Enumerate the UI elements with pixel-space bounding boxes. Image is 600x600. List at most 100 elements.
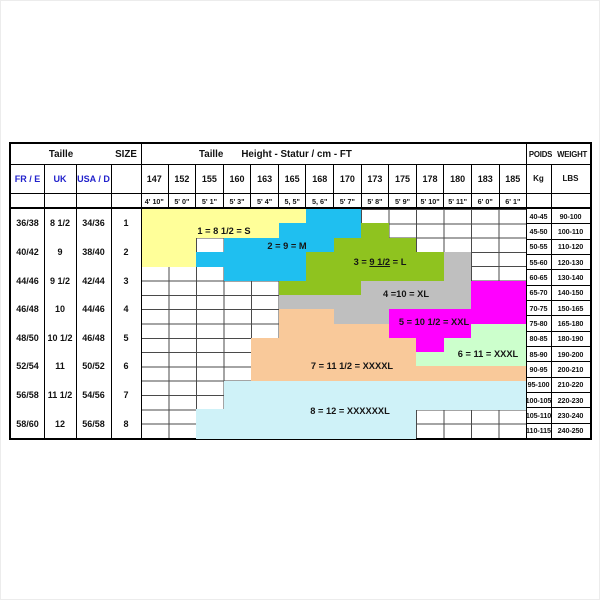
height-header-group: Taille Height - Statur / cm - FT: [141, 144, 526, 164]
height-cm-cell: 180: [443, 164, 471, 193]
band-region-xxxl: [416, 352, 526, 368]
band-region-xl: [278, 294, 471, 310]
size-usa-cell: 56/58: [82, 418, 105, 429]
height-ft-cell: 4' 10": [144, 196, 164, 206]
band-region-l: [333, 237, 416, 253]
height-cm-cell: 152: [167, 164, 196, 193]
weight-row: 65-70 140-150: [526, 286, 590, 301]
weight-row: 90-95 200-210: [526, 362, 590, 378]
lbs-range-cell: 220-230: [557, 395, 584, 405]
size-num-cell: 3: [123, 275, 129, 286]
kg-range-cell: 40-45: [529, 211, 548, 221]
height-ft-cell: 5' 9": [388, 193, 416, 209]
lbs-range-cell: 210-220: [557, 380, 584, 390]
band-region-xxl: [388, 323, 471, 339]
band-region-xl: [443, 251, 471, 267]
height-cm-cell: 175: [388, 164, 416, 193]
lbs-range-cell: 120-130: [557, 257, 584, 267]
size-row: 40/42 9 38/40 2: [11, 238, 141, 267]
band-region-xxxxl: [251, 366, 526, 382]
kg-range-cell: 75-80: [529, 318, 548, 328]
kg-range-cell: 60-65: [529, 272, 548, 282]
kg-range-cell: 50-55: [529, 242, 548, 252]
fr-e-header: FR / E: [14, 173, 41, 184]
weight-row: 40-45 90-100: [526, 209, 590, 225]
band-region-xxxl: [471, 323, 526, 339]
height-ft-cell: 5' 10": [415, 193, 444, 209]
band-region-m: [196, 251, 306, 267]
band-region-s: [141, 223, 279, 239]
size-uk-cell: 9: [57, 246, 63, 257]
size-row: 44/46 9 1/2 42/44 3: [11, 266, 141, 295]
size-uk-cell: 9 1/2: [49, 275, 71, 286]
divider: [11, 207, 590, 209]
height-cm-cell: 168: [305, 164, 333, 193]
size-fr-cell: 36/38: [16, 218, 39, 229]
band-region-xxl: [416, 337, 444, 353]
size-num-cell: 7: [123, 390, 129, 401]
size-grid: 36/38 8 1/2 34/36 1 40/42 9 38/40 2 44/46 9 1/2 42…: [11, 209, 141, 438]
band-region-xxxxxxl: [223, 395, 526, 410]
lbs-range-cell: 240-250: [557, 426, 584, 436]
size-usa-cell: 34/36: [82, 218, 105, 229]
size-usa-cell: 46/48: [82, 332, 105, 343]
weight-row: 50-55 110-120: [526, 240, 590, 255]
size-num-cell: 1: [123, 218, 129, 229]
height-statur-header: Height - Statur / cm - FT: [241, 148, 352, 160]
usa-d-header: USA / D: [77, 173, 110, 184]
kg-range-cell: 100-105: [525, 395, 552, 405]
size-num-cell: 2: [123, 246, 129, 257]
size-chart-table: Taille SIZE Taille Height - Statur / cm …: [9, 142, 592, 440]
size-usa-cell: 44/46: [82, 304, 105, 315]
size-fr-cell: 56/58: [16, 390, 39, 401]
weight-row: 105-110 230-240: [526, 408, 590, 424]
taille-mid-header: Taille: [199, 148, 224, 160]
lbs-range-cell: 190-200: [557, 349, 584, 359]
lbs-range-cell: 140-150: [557, 288, 584, 298]
lbs-range-cell: 165-180: [557, 318, 584, 328]
taille-left-header: Taille: [48, 148, 74, 160]
weight-row: 55-60 120-130: [526, 255, 590, 271]
size-row: 56/58 11 1/2 54/56 7: [11, 381, 141, 410]
ft-row: 4' 10" 5' 0" 5' 1" 5' 3" 5' 4" 5, 5" 5, 6" 5' 7…: [141, 193, 526, 209]
height-cm-cell: 163: [250, 164, 278, 193]
kg-range-cell: 110-115: [526, 426, 551, 436]
height-cm-cell: 147: [146, 173, 162, 184]
size-row: 58/60 12 56/58 8: [11, 409, 141, 438]
size-usa-cell: 54/56: [82, 390, 105, 401]
height-ft-cell: 5' 1": [195, 193, 223, 209]
band-region-s: [141, 251, 196, 267]
poids-weight-header-group: POIDS WEIGHT: [526, 144, 590, 164]
lbs-range-cell: 230-240: [557, 410, 584, 420]
band-label-xxxl: 6 = 11 = XXXL: [457, 349, 519, 359]
band-region-xxxxl: [251, 352, 416, 368]
kg-range-cell: 70-75: [529, 303, 548, 313]
band-region-xxl: [471, 294, 526, 310]
size-fr-cell: 52/54: [16, 361, 39, 372]
kg-header: Kg: [533, 174, 544, 183]
band-label-xxxxl: 7 = 11 1/2 = XXXXL: [310, 361, 394, 371]
lbs-range-cell: 100-110: [557, 226, 584, 236]
weight-row: 80-85 180-190: [526, 332, 590, 347]
weight-row: 100-105 220-230: [525, 393, 590, 409]
band-region-xxxxxxl: [196, 423, 416, 439]
divider: [526, 144, 527, 438]
size-row: 52/54 11 50/52 6: [11, 352, 141, 381]
size-num-cell: 5: [123, 332, 129, 343]
band-region-xxl: [471, 280, 526, 296]
band-region-xxl: [388, 309, 526, 325]
band-region-xxxxxxl: [196, 409, 416, 425]
band-region-xl: [361, 280, 471, 296]
divider: [11, 164, 590, 165]
height-cm-cell: 183: [470, 164, 499, 193]
weight-row: 75-80 165-180: [526, 316, 590, 332]
divider: [76, 164, 77, 438]
size-row: 46/48 10 44/46 4: [11, 295, 141, 324]
height-ft-cell: 5' 3": [222, 193, 251, 209]
kg-range-cell: 55-60: [529, 257, 548, 267]
height-cm-cell: 178: [415, 164, 444, 193]
height-cm-cell: 155: [195, 164, 223, 193]
band-region-m: [223, 237, 334, 253]
height-ft-cell: 5' 7": [333, 193, 361, 209]
